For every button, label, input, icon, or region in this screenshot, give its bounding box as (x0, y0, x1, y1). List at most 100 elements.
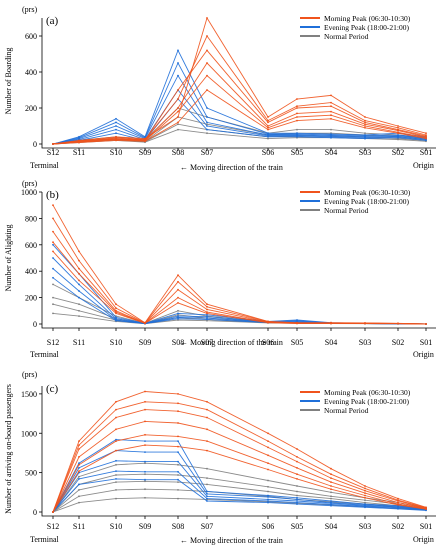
data-point-normal (177, 309, 179, 312)
data-point-normal (78, 501, 80, 504)
data-point-evening (425, 139, 427, 142)
data-point-morning (177, 288, 179, 291)
data-point-normal (78, 475, 80, 478)
data-point-morning (296, 448, 298, 450)
x-tick-label: S05 (291, 148, 303, 157)
data-point-morning (330, 322, 332, 325)
legend-entry-morning: Morning Peak (06:30-10:30) (324, 14, 411, 23)
data-point-morning (267, 121, 269, 124)
data-point-evening (206, 121, 208, 124)
data-point-evening (144, 470, 146, 473)
data-point-normal (115, 481, 117, 483)
data-point-morning (115, 307, 117, 310)
x-tick-label: S04 (325, 522, 337, 531)
data-point-evening (78, 462, 80, 465)
data-point-evening (267, 135, 269, 138)
data-point-morning (364, 125, 366, 127)
data-point-morning (144, 140, 146, 143)
legend-entry-evening: Evening Peak (18:00-21:00) (324, 23, 409, 32)
data-point-evening (267, 496, 269, 498)
endpoint-terminal: Terminal (30, 161, 60, 170)
axis-frame (41, 18, 436, 149)
data-point-evening (144, 460, 146, 463)
data-point-morning (296, 473, 298, 476)
data-point-morning (364, 487, 366, 490)
data-point-morning (78, 448, 80, 450)
data-point-morning (330, 101, 332, 104)
data-point-morning (397, 126, 399, 129)
data-point-evening (296, 496, 298, 499)
data-point-morning (144, 408, 146, 411)
data-point-morning (296, 112, 298, 115)
data-point-morning (330, 467, 332, 470)
series-line-morning (52, 444, 427, 513)
data-point-morning (330, 473, 332, 476)
data-point-normal (52, 296, 54, 299)
data-point-evening (78, 290, 80, 292)
legend-entry-normal: Normal Period (324, 32, 369, 41)
series-line-morning (52, 35, 427, 145)
data-point-evening (296, 501, 298, 504)
data-point-morning (267, 321, 269, 324)
legend: Morning Peak (06:30-10:30)Evening Peak (… (300, 188, 411, 215)
data-point-evening (397, 136, 399, 139)
direction-annotation: ← Moving direction of the train (180, 163, 283, 172)
series-line-morning (52, 401, 427, 513)
data-point-evening (115, 478, 117, 480)
data-point-morning (267, 119, 269, 122)
data-point-morning (177, 402, 179, 405)
data-point-morning (206, 308, 208, 311)
x-tick-label: S10 (110, 148, 122, 157)
x-tick-label: S09 (139, 148, 151, 157)
data-point-morning (330, 485, 332, 487)
legend-entry-morning: Morning Peak (06:30-10:30) (324, 188, 411, 197)
y-tick-label: 200 (25, 104, 37, 113)
data-point-morning (364, 121, 366, 124)
data-point-evening (177, 460, 179, 463)
data-point-evening (267, 501, 269, 504)
unit-label: (prs) (22, 5, 37, 14)
data-point-normal (115, 474, 117, 476)
data-point-normal (296, 494, 298, 497)
x-tick-label: S03 (359, 148, 371, 157)
series-line-normal (52, 480, 427, 513)
data-point-evening (115, 117, 117, 120)
data-point-evening (177, 451, 179, 453)
legend-entry-evening: Evening Peak (18:00-21:00) (324, 197, 409, 206)
series-line-morning (52, 49, 427, 145)
data-point-evening (206, 317, 208, 319)
data-point-morning (177, 445, 179, 448)
y-axis-title: Number of arriving on-board passengers (4, 384, 13, 514)
x-tick-label: S02 (392, 338, 404, 347)
y-tick-label: 1000 (21, 429, 37, 438)
data-point-morning (267, 116, 269, 118)
data-point-evening (364, 506, 366, 509)
data-point-morning (206, 74, 208, 77)
chart-panel-3: 0 500 1000 1500 (prs) (c) Number of arriving o… (4, 370, 436, 545)
data-point-morning (267, 446, 269, 449)
data-point-normal (52, 283, 54, 286)
x-tick-label: S11 (73, 522, 85, 531)
data-point-evening (177, 62, 179, 64)
data-point-morning (267, 454, 269, 457)
data-point-morning (364, 322, 366, 325)
data-point-normal (177, 474, 179, 476)
series-line-evening (52, 89, 427, 145)
axis-frame (41, 192, 436, 329)
data-point-evening (78, 478, 80, 480)
data-point-evening (78, 283, 80, 286)
endpoint-terminal: Terminal (30, 535, 60, 544)
x-tick-label: S12 (47, 148, 59, 157)
x-tick-label: S01 (420, 522, 432, 531)
data-point-morning (206, 416, 208, 419)
data-point-normal (177, 319, 179, 321)
data-point-morning (206, 305, 208, 308)
data-point-morning (144, 390, 146, 393)
data-point-morning (364, 489, 366, 492)
data-point-morning (397, 497, 399, 500)
data-point-normal (78, 309, 80, 312)
data-point-evening (52, 267, 54, 270)
data-point-morning (330, 114, 332, 117)
x-tick-label: S08 (172, 148, 184, 157)
data-point-normal (78, 489, 80, 491)
